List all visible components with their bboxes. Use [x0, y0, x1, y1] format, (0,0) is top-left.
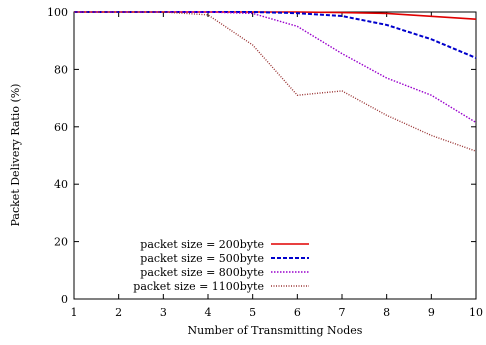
x-tick-label: 1 — [71, 306, 78, 319]
legend-label-3: packet size = 800byte — [140, 266, 264, 279]
x-tick-label: 3 — [160, 306, 167, 319]
series-line-2 — [74, 11, 477, 59]
series-line-4 — [74, 11, 477, 152]
x-tick-label: 8 — [383, 306, 390, 319]
series-lines — [74, 11, 477, 152]
x-tick-label: 4 — [205, 306, 212, 319]
legend-label-1: packet size = 200byte — [140, 238, 264, 251]
y-tick-label: 40 — [54, 178, 68, 191]
y-tick-label: 20 — [54, 236, 68, 249]
x-tick-label: 6 — [294, 306, 301, 319]
y-axis-title: Packet Delivery Ratio (%) — [9, 84, 22, 227]
legend-label-2: packet size = 500byte — [140, 252, 264, 265]
series-line-3 — [74, 11, 477, 124]
y-tick-label: 0 — [61, 293, 68, 306]
x-tick-label: 10 — [469, 306, 483, 319]
x-tick-label: 2 — [115, 306, 122, 319]
y-tick-label: 80 — [54, 63, 68, 76]
x-tick-label: 5 — [249, 306, 256, 319]
y-tick-label: 100 — [47, 6, 68, 19]
x-axis-title: Number of Transmitting Nodes — [188, 324, 363, 337]
y-tick-label: 60 — [54, 121, 68, 134]
x-tick-label: 9 — [428, 306, 435, 319]
legend-label-4: packet size = 1100byte — [133, 280, 264, 293]
plot-frame — [73, 11, 477, 300]
x-tick-label: 7 — [339, 306, 346, 319]
